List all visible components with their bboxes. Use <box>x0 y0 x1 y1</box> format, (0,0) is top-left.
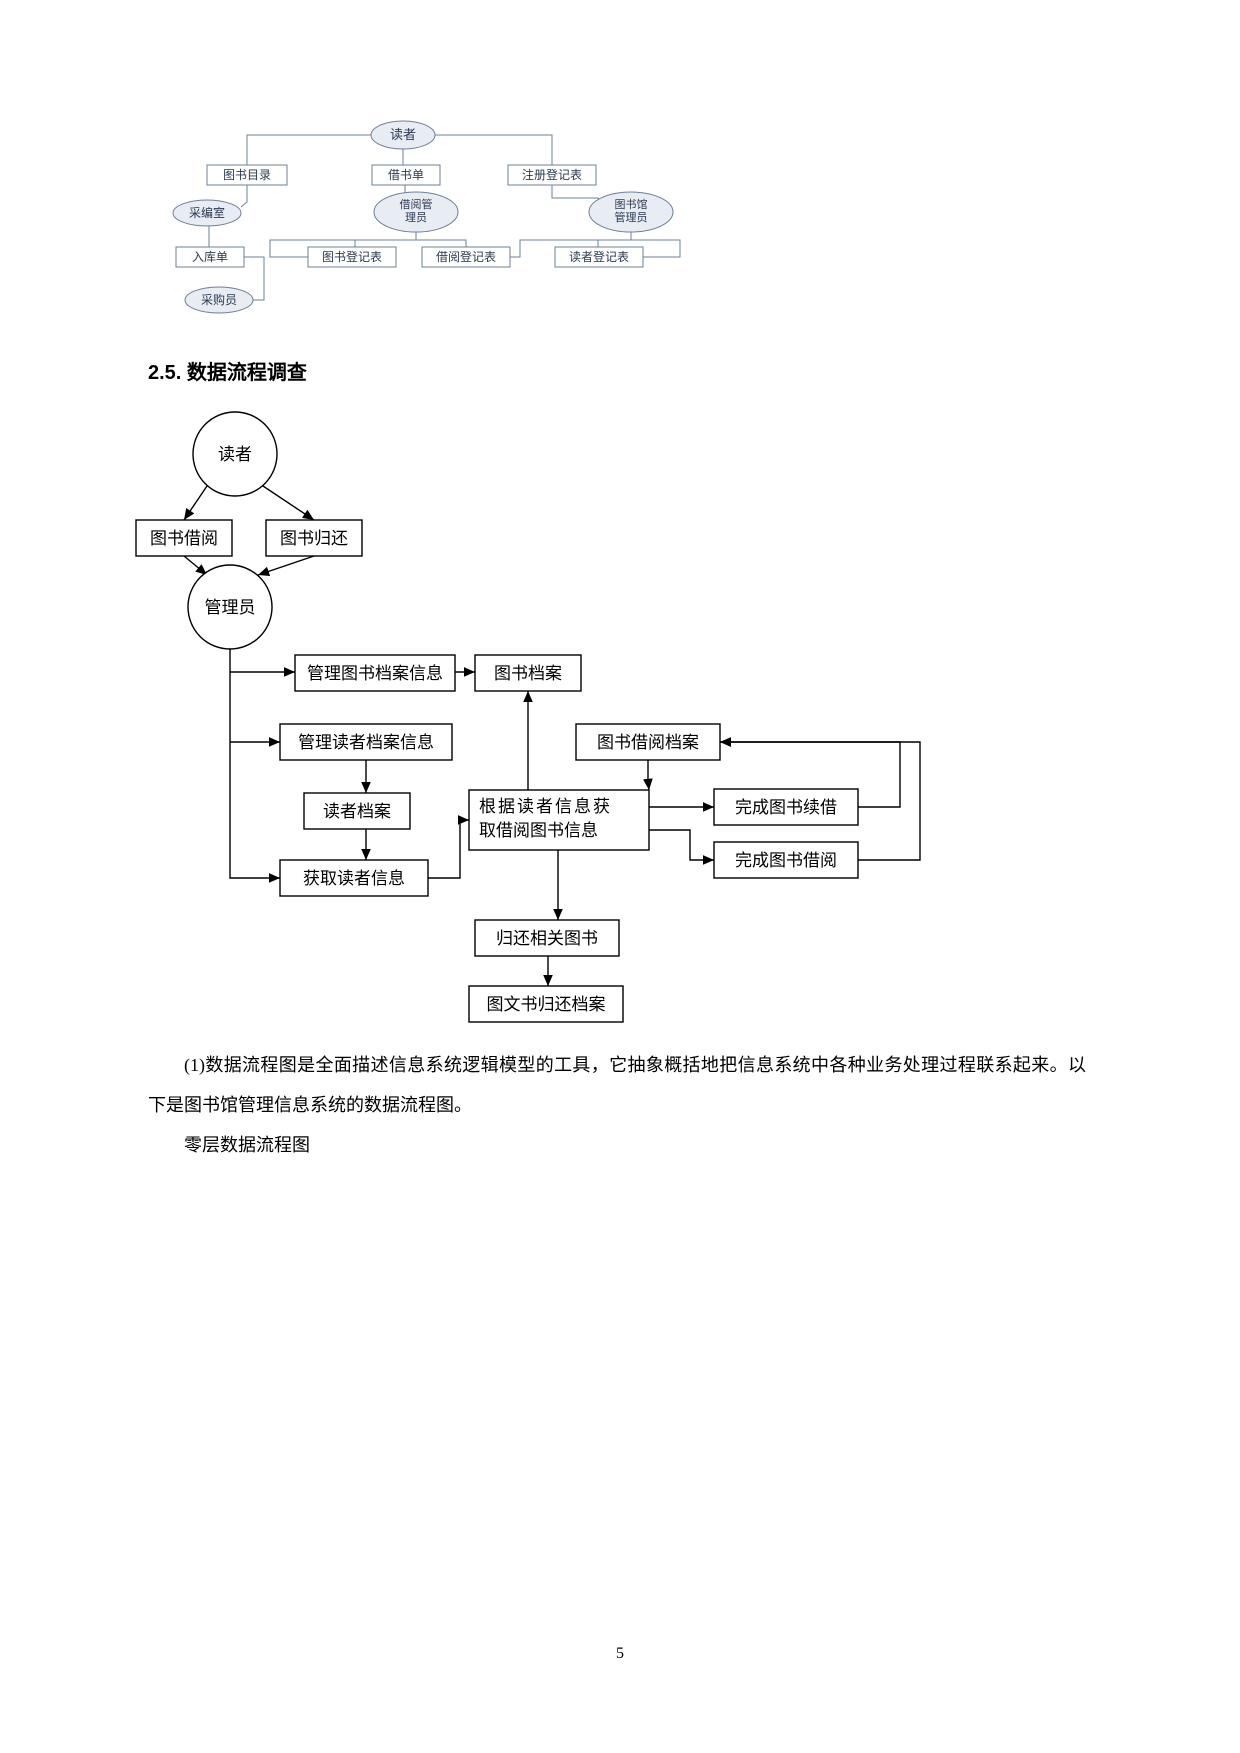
document-page: 读者借阅管理员采编室图书馆管理员采购员图书目录借书单注册登记表入库单图书登记表借… <box>0 0 1240 1753</box>
body-paragraph-1: (1)数据流程图是全面描述信息系统逻辑模型的工具，它抽象概括地把信息系统中各种业… <box>148 1046 1086 1125</box>
svg-text:根据读者信息获: 根据读者信息获 <box>479 797 612 816</box>
data-flow-diagram: 读者管理员 图书借阅 图书归还管理图书档案信息 图书档案管理读者档案信息读者档案获取读… <box>0 0 1240 1050</box>
svg-text:图文书归还档案: 图文书归还档案 <box>487 995 606 1014</box>
svg-text:获取读者信息: 获取读者信息 <box>303 869 405 888</box>
svg-text:完成图书借阅: 完成图书借阅 <box>735 851 837 870</box>
svg-text:读者: 读者 <box>218 445 252 464</box>
svg-text:图书借阅档案: 图书借阅档案 <box>597 733 699 752</box>
svg-text:图书档案: 图书档案 <box>494 664 562 683</box>
svg-text:读者档案: 读者档案 <box>323 802 391 821</box>
svg-text:归还相关图书: 归还相关图书 <box>496 929 598 948</box>
svg-text:管理员: 管理员 <box>205 598 256 617</box>
svg-text:图书借阅: 图书借阅 <box>150 529 218 548</box>
svg-text:取借阅图书信息: 取借阅图书信息 <box>479 821 598 840</box>
svg-text:管理图书档案信息: 管理图书档案信息 <box>307 664 443 683</box>
body-paragraph-2: 零层数据流程图 <box>148 1126 1086 1166</box>
svg-text:图书归还: 图书归还 <box>280 529 348 548</box>
svg-text:管理读者档案信息: 管理读者档案信息 <box>298 733 434 752</box>
page-number: 5 <box>0 1645 1240 1663</box>
svg-text:完成图书续借: 完成图书续借 <box>735 798 837 817</box>
